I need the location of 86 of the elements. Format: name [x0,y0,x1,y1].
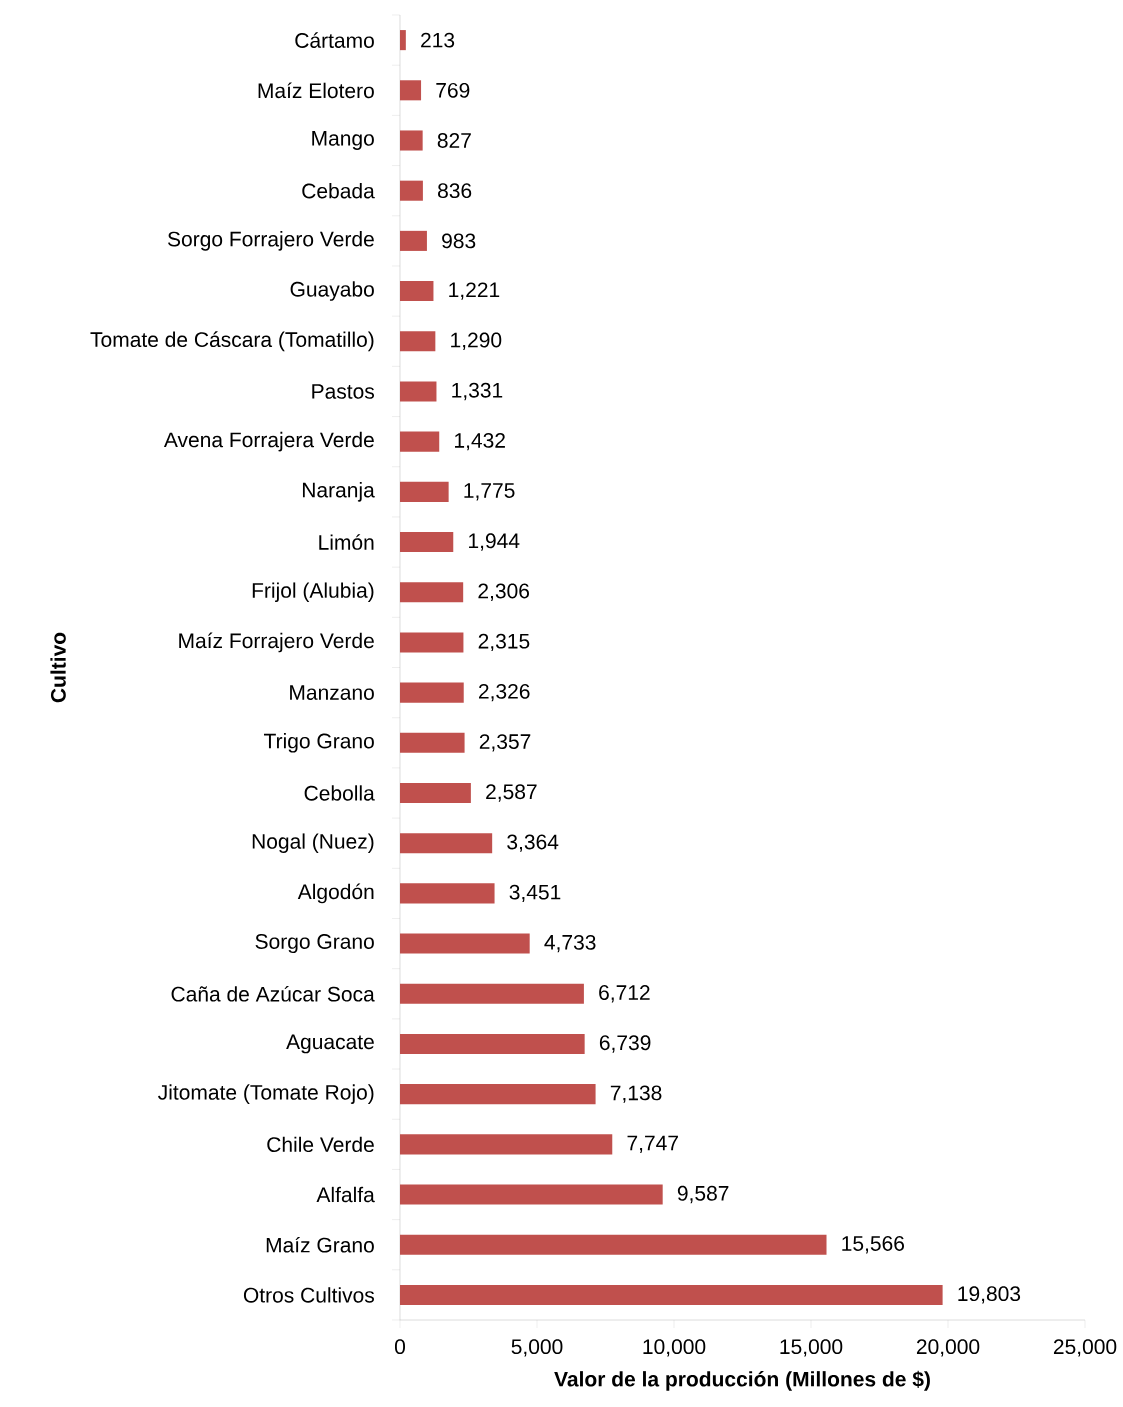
y-tick-label: Manzano [290,685,374,700]
y-tick-label: Otros Cultivos [243,1287,374,1303]
data-label: 7,138 [610,1085,662,1103]
data-label: 3,451 [509,884,561,903]
y-tick-label: Frijol (Alubia) [252,582,374,603]
y-tick-label: Naranja [302,482,375,502]
bar [400,331,436,352]
bar [400,532,454,553]
y-tick-label: Trigo Grano [264,733,374,753]
bar [400,632,464,653]
bar [400,1134,613,1155]
bar [400,933,530,954]
data-label: 827 [437,133,471,148]
x-tick-label: 25,000 [1053,1339,1117,1357]
bar [400,983,584,1004]
bar [400,230,427,251]
y-tick-label: Limón [319,534,374,550]
y-tick-label: Maíz Elotero [258,82,374,99]
y-tick-label: Cebolla [304,785,375,801]
bar [400,30,406,51]
data-label: 6,739 [599,1035,651,1053]
data-label: 1,221 [449,282,500,300]
data-label: 2,587 [486,784,537,802]
bar [400,80,422,101]
x-axis-title: Valor de la producción (Millones de $) [554,1370,930,1391]
bar [400,883,495,904]
y-tick-label: Maíz Grano [266,1236,374,1253]
bar [400,782,471,804]
y-tick-label: Aguacate [286,1034,374,1054]
bar [400,180,423,201]
bar [400,1033,585,1054]
data-label: 19,803 [958,1286,1021,1304]
bar [400,1284,943,1305]
data-label: 3,364 [507,834,559,852]
bar [400,130,423,151]
y-tick-label: Mango [312,131,374,150]
y-tick-label: Tomate de Cáscara (Tomatillo) [90,331,374,352]
data-label: 983 [442,233,476,249]
bar [400,582,464,603]
x-tick-label: 15,000 [780,1339,843,1357]
bar [400,281,434,302]
y-tick-label: Algodón [297,883,374,904]
bar [400,833,493,854]
bar [400,682,464,703]
y-tick-label: Caña de Azúcar Soca [171,985,375,1002]
y-tick-label: Guayabo [290,281,374,301]
bar [400,1234,827,1255]
data-label: 7,747 [627,1135,678,1153]
y-tick-label: Chile Verde [267,1136,374,1153]
data-label: 836 [438,183,472,199]
data-label: 1,944 [469,533,520,551]
data-label: 1,775 [464,483,515,501]
data-label: 15,566 [842,1236,904,1254]
x-tick-label: 5,000 [511,1339,563,1357]
y-tick-label: Cebada [302,182,375,199]
data-label: 6,712 [599,985,650,1003]
y-tick-label: Pastos [312,384,375,399]
y-tick-label: Cártamo [295,32,374,48]
y-tick-label: Maíz Forrajero Verde [179,632,374,653]
data-label: 2,315 [478,633,530,652]
bar [400,732,465,753]
x-tick-label: 20,000 [916,1339,980,1357]
y-tick-label: Sorgo Grano [255,934,374,954]
x-tick-label: 0 [394,1339,406,1355]
data-label: 213 [421,32,455,48]
bar [400,1184,663,1205]
data-label: 1,432 [455,432,505,451]
y-tick-label: Nogal (Nuez) [252,833,374,853]
y-tick-label: Sorgo Forrajero Verde [167,231,374,251]
bar [400,1084,596,1105]
data-label: 769 [436,82,470,98]
data-label: 1,331 [452,382,503,401]
data-label: 1,290 [451,332,502,350]
data-label: 2,357 [479,734,531,752]
y-tick-label: Jitomate (Tomate Rojo) [158,1084,374,1104]
y-axis-title: Cultivo [50,632,66,703]
x-tick-label: 10,000 [643,1339,706,1357]
data-label: 2,306 [478,583,529,601]
data-label: 9,587 [677,1185,729,1204]
data-label: 2,326 [478,683,530,702]
bar [400,481,449,502]
y-tick-label: Avena Forrajera Verde [163,431,374,452]
bar [400,431,440,452]
y-tick-label: Alfalfa [316,1186,375,1203]
bar [400,381,437,402]
data-label: 4,733 [544,934,596,953]
